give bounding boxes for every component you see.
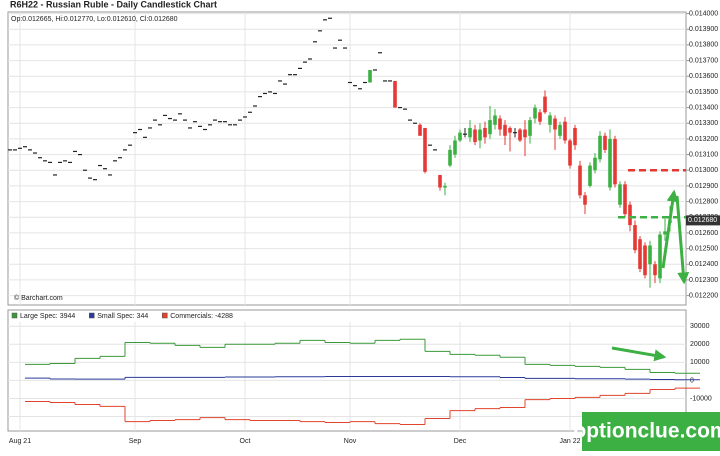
candle-body — [613, 138, 617, 185]
candle-body — [498, 118, 502, 130]
candle-body — [593, 157, 597, 171]
y-tick-label: 0.013000 — [689, 167, 718, 174]
watermark: optionclue.com — [573, 420, 720, 443]
source: © Barchart.com — [14, 294, 63, 302]
y-tick-label: 0.013700 — [689, 57, 718, 64]
x-tick-label: Aug 21 — [9, 438, 31, 445]
ohlc-readout: Op:0.012665, Hi:0.012770, Lo:0.012610, C… — [11, 16, 178, 23]
y-tick-label: -10000 — [690, 395, 712, 402]
x-tick-label: Jan 22 — [559, 438, 580, 445]
candle-body — [648, 245, 652, 265]
candle-body — [608, 138, 612, 188]
candle-body — [393, 80, 397, 108]
candle-body — [453, 140, 457, 155]
candle-body — [523, 129, 527, 138]
watermark-box — [582, 412, 720, 451]
candle-body — [553, 118, 557, 130]
candle-body — [418, 124, 422, 136]
candle-body — [478, 129, 482, 141]
candle-body — [623, 184, 627, 215]
candle-body — [493, 115, 497, 125]
candle-body — [543, 96, 547, 113]
candle-body — [468, 127, 472, 138]
candle-body — [573, 127, 577, 146]
y-tick-label: 0.012800 — [689, 198, 718, 205]
y-tick-label: 0.012400 — [689, 261, 718, 268]
chart-title: R6H22 - Russian Ruble - Daily Candlestic… — [10, 0, 217, 9]
price-panel — [7, 11, 687, 306]
candle-body — [368, 69, 372, 83]
candle-body — [558, 124, 562, 136]
candle-body — [528, 120, 532, 136]
y-tick-label: 0.014000 — [689, 10, 718, 17]
candle-body — [518, 129, 522, 141]
candle-body — [578, 165, 582, 196]
candle-body — [628, 204, 632, 226]
candle-body — [563, 121, 567, 141]
y-tick-label: 0.013600 — [689, 73, 718, 80]
candle-body — [583, 195, 587, 205]
candle-body — [508, 127, 512, 133]
y-tick-label: 10000 — [690, 359, 710, 366]
y-tick-label: 0.012300 — [689, 277, 718, 284]
x-tick-label: Nov — [344, 438, 357, 445]
y-tick-label: 0 — [690, 377, 694, 384]
annotation-arrow — [611, 346, 667, 362]
legend-swatch — [11, 312, 18, 319]
legend-label: Large Spec: 3944 — [20, 313, 75, 320]
annotation-arrow — [675, 195, 690, 285]
candle-body — [598, 135, 602, 160]
y-tick-label: 0.013400 — [689, 104, 718, 111]
x-tick-label: Oct — [240, 438, 251, 445]
y-tick-label: 0.012600 — [689, 230, 718, 237]
y-tick-label: 0.013500 — [689, 89, 718, 96]
y-tick-label: 0.012900 — [689, 183, 718, 190]
candle-body — [633, 225, 637, 251]
candle-body — [448, 149, 452, 166]
y-tick-label: 20000 — [690, 341, 710, 348]
y-tick-label: 0.013900 — [689, 26, 718, 33]
candle-body — [538, 112, 542, 122]
y-tick-label: 0.013100 — [689, 151, 718, 158]
legend-swatch — [162, 312, 168, 319]
candle-body — [653, 264, 657, 276]
candle-body — [603, 135, 607, 150]
y-tick-label: 30000 — [690, 323, 710, 330]
y-tick-label: 0.012500 — [689, 245, 718, 252]
candle-body — [443, 185, 447, 188]
legend-swatch — [89, 312, 95, 319]
legend-label: Small Spec: 344 — [97, 313, 148, 320]
candle-body — [548, 115, 552, 125]
annotation-arrow — [661, 189, 679, 269]
candle-body — [503, 124, 507, 136]
candle-body — [458, 132, 462, 141]
candle-body — [533, 107, 537, 119]
candle-body — [483, 127, 487, 138]
candle-body — [658, 234, 662, 279]
candle-body — [423, 127, 427, 172]
last-price-label: 0.012680 — [688, 217, 717, 224]
y-tick-label: 0.013800 — [689, 42, 718, 49]
x-tick-label: Sep — [129, 438, 142, 445]
x-tick-label: Dec — [454, 438, 467, 445]
candle-body — [643, 245, 647, 276]
candle-body — [663, 231, 667, 235]
candle-body — [638, 239, 642, 269]
y-tick-label: 0.012200 — [689, 292, 718, 299]
candle-body — [618, 184, 622, 205]
candle-body — [588, 165, 592, 186]
candle-body — [568, 140, 572, 166]
cot-panel — [7, 309, 687, 432]
legend-label: Commercials: -4288 — [170, 313, 233, 320]
y-tick-label: 0.013300 — [689, 120, 718, 127]
candle-body — [438, 174, 442, 188]
candle-body — [473, 129, 477, 143]
candle-body — [488, 120, 492, 135]
y-tick-label: 0.013200 — [689, 136, 718, 143]
last-price-box — [686, 215, 720, 226]
